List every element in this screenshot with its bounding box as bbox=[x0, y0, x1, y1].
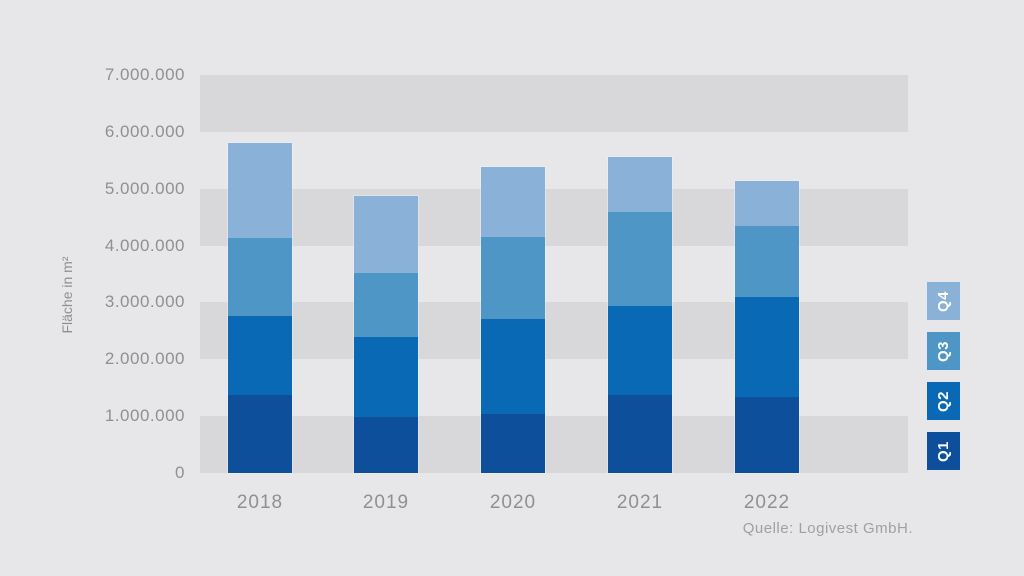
bar-segment-2019-Q2 bbox=[354, 337, 418, 418]
y-tick-label: 0 bbox=[175, 463, 185, 482]
bar-segment-2020-Q2 bbox=[481, 318, 545, 414]
x-label-2021: 2021 bbox=[616, 492, 664, 513]
bar-segment-2018-Q2 bbox=[228, 316, 292, 396]
bar-segment-2022-Q2 bbox=[735, 296, 799, 397]
y-tick-label: 4.000.000 bbox=[104, 235, 185, 255]
bar-segment-2018-Q4 bbox=[228, 143, 292, 239]
source-attribution: Quelle: Logivest GmbH. bbox=[742, 520, 913, 537]
bar-segment-2018-Q1 bbox=[228, 395, 292, 473]
stacked-bar-2018 bbox=[228, 143, 292, 473]
grid-band bbox=[200, 416, 908, 473]
grid-band bbox=[200, 75, 908, 132]
legend-label: Q2 bbox=[934, 390, 952, 412]
grid-band bbox=[200, 188, 908, 246]
x-label-2022: 2022 bbox=[743, 492, 791, 513]
y-tick-label: 6.000.000 bbox=[104, 121, 185, 141]
y-axis-title: Fläche in m² bbox=[59, 256, 75, 334]
x-label-2019: 2019 bbox=[362, 492, 410, 513]
bar-segment-2022-Q3 bbox=[735, 226, 799, 297]
x-label-2020: 2020 bbox=[489, 492, 537, 513]
legend-label: Q1 bbox=[934, 440, 952, 462]
bar-segment-2019-Q1 bbox=[354, 417, 418, 473]
bar-segment-2022-Q4 bbox=[735, 180, 799, 227]
legend-item-Q2: Q2 bbox=[927, 382, 960, 420]
y-tick-label: 3.000.000 bbox=[104, 292, 185, 312]
stacked-bar-2021 bbox=[608, 156, 672, 473]
bar-segment-2019-Q3 bbox=[354, 272, 418, 338]
legend-label: Q3 bbox=[934, 340, 952, 362]
stacked-bar-2022 bbox=[735, 180, 799, 473]
bar-segment-2020-Q3 bbox=[481, 237, 545, 319]
legend-item-Q3: Q3 bbox=[927, 332, 960, 370]
bar-segment-2020-Q1 bbox=[481, 413, 545, 473]
legend-label: Q4 bbox=[934, 290, 952, 312]
bar-segment-2019-Q4 bbox=[354, 196, 418, 273]
bar-segment-2021-Q3 bbox=[608, 212, 672, 306]
grid-band bbox=[200, 302, 908, 360]
bar-segment-2021-Q2 bbox=[608, 305, 672, 396]
y-tick-label: 7.000.000 bbox=[104, 65, 185, 84]
bar-segment-2018-Q3 bbox=[228, 238, 292, 317]
stacked-bar-2020 bbox=[481, 167, 545, 473]
bar-segment-2022-Q1 bbox=[735, 396, 799, 473]
bar-segment-2021-Q1 bbox=[608, 395, 672, 473]
bar-segment-2020-Q4 bbox=[481, 167, 545, 238]
x-label-2018: 2018 bbox=[236, 492, 284, 513]
y-tick-label: 2.000.000 bbox=[104, 349, 185, 369]
bar-segment-2021-Q4 bbox=[608, 156, 672, 213]
legend-item-Q1: Q1 bbox=[927, 432, 960, 470]
legend-item-Q4: Q4 bbox=[927, 282, 960, 320]
y-tick-label: 5.000.000 bbox=[104, 178, 185, 198]
stacked-bar-2019 bbox=[354, 196, 418, 473]
y-tick-label: 1.000.000 bbox=[104, 406, 185, 426]
